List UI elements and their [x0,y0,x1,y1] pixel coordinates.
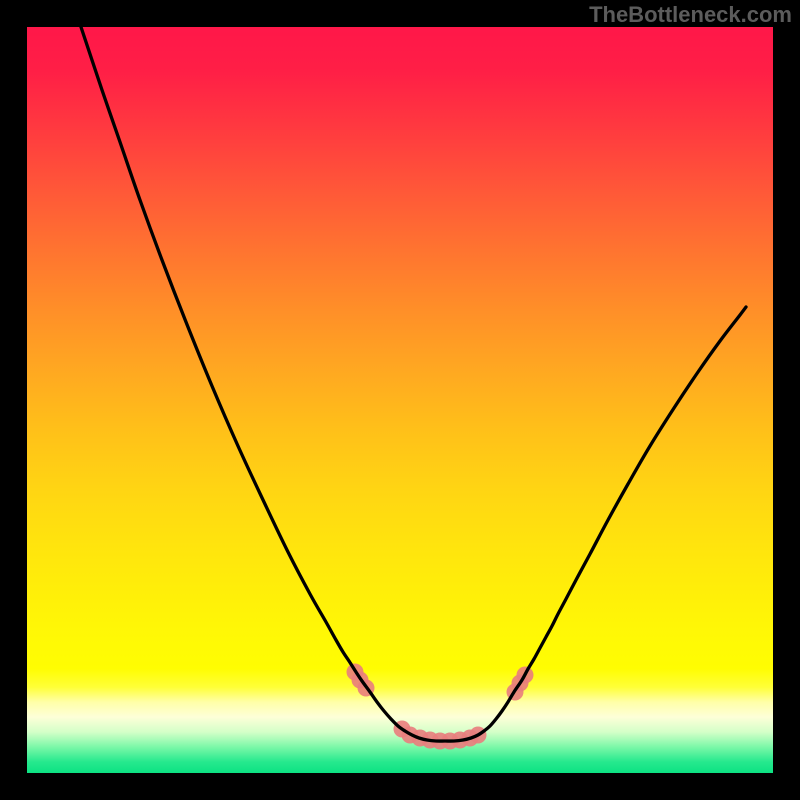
curve-path [72,0,746,741]
chart-frame: TheBottleneck.com [0,0,800,800]
watermark-text: TheBottleneck.com [589,2,792,28]
plot-area [27,27,773,773]
curve-svg [27,27,773,773]
